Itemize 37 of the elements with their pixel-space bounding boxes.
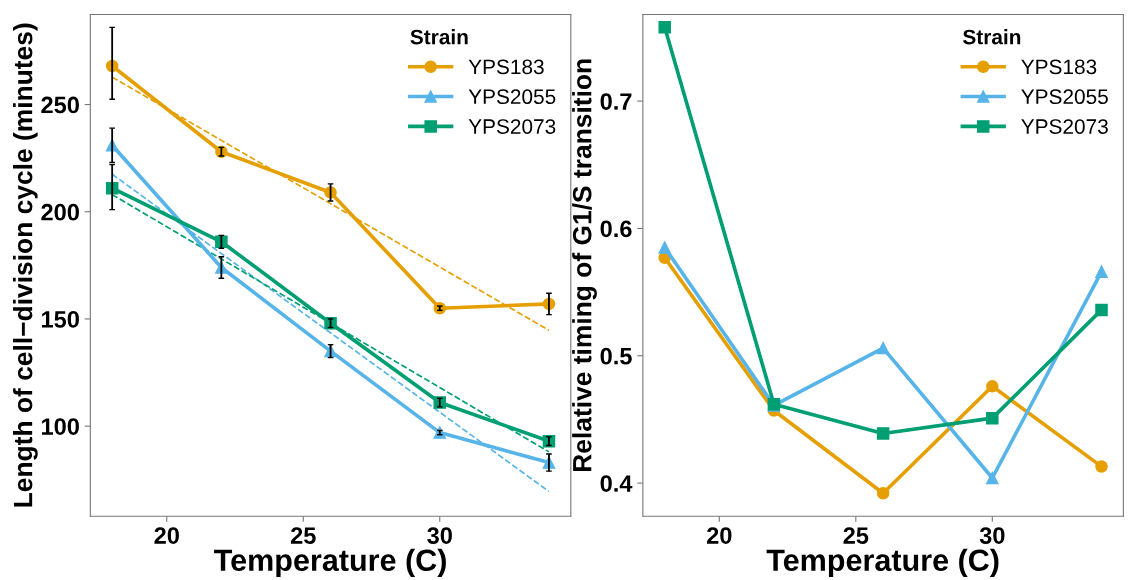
y-tick-label: 200 [41, 203, 79, 221]
y-tick-label: 150 [42, 311, 79, 328]
y-tick-label: 0.6 [600, 220, 632, 238]
point [658, 20, 671, 34]
legend-label: YPS183 [468, 59, 544, 75]
y-tick-label: 250 [41, 96, 79, 114]
y-axis-title: Length of cell−division cycle (minutes) [13, 23, 38, 507]
legend-title: Strain [410, 29, 468, 45]
x-tick-label: 30 [427, 527, 452, 544]
legend-label: YPS2073 [1021, 119, 1108, 134]
point [986, 380, 999, 393]
point [876, 341, 890, 355]
y-tick-label: 0.5 [600, 347, 632, 365]
x-axis-title: Temperature (C) [766, 548, 999, 578]
point [986, 411, 999, 425]
point [986, 471, 999, 485]
x-tick-label: 25 [843, 527, 869, 544]
y-tick-label: 100 [42, 418, 79, 435]
legend-label: YPS183 [1021, 59, 1097, 75]
x-tick-label: 30 [979, 527, 1005, 544]
legend-label: YPS2055 [1021, 89, 1108, 105]
y-tick-label: 0.7 [600, 93, 632, 110]
x-axis-title: Temperature (C) [214, 548, 446, 578]
legend-title: Strain [963, 29, 1021, 45]
x-tick-label: 20 [707, 527, 732, 544]
point [1095, 265, 1108, 278]
x-tick-label: 25 [290, 527, 316, 544]
legend-label: YPS2055 [468, 89, 556, 105]
x-tick-label: 20 [154, 527, 179, 544]
point [658, 241, 671, 254]
legend-label: YPS2073 [468, 119, 556, 134]
point [876, 487, 890, 500]
y-axis-title: Relative timing of G1/S transition [572, 59, 597, 472]
point [1095, 460, 1108, 473]
point [876, 427, 890, 440]
point [1095, 303, 1108, 317]
y-tick-label: 0.4 [600, 475, 633, 492]
